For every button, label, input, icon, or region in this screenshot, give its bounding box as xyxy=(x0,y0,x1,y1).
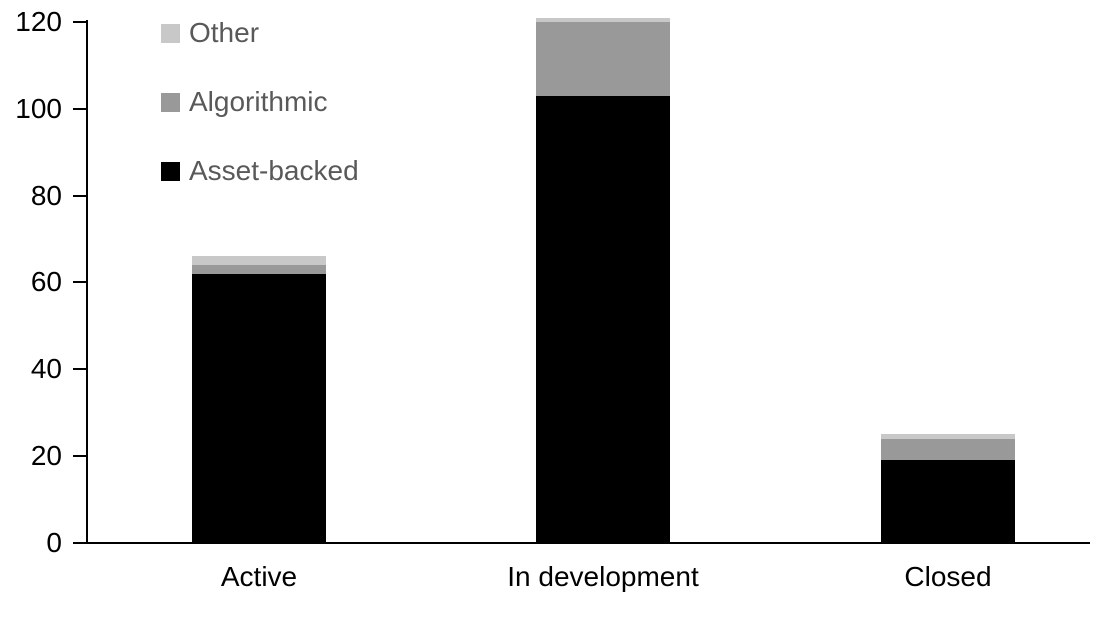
legend-swatch-icon xyxy=(161,23,180,43)
bar-segment-in-development-asset-backed xyxy=(536,95,670,543)
y-tick-mark xyxy=(73,368,88,371)
bar-segment-closed-asset-backed xyxy=(881,460,1015,543)
x-category-label-closed: Closed xyxy=(904,561,992,592)
y-tick-mark xyxy=(73,281,88,284)
y-tick-mark xyxy=(73,194,88,197)
legend-swatch-icon xyxy=(161,92,180,112)
bar-segment-in-development-other xyxy=(536,17,670,22)
legend-label: Asset-backed xyxy=(189,155,359,186)
y-tick-label: 40 xyxy=(30,353,62,385)
y-tick-mark xyxy=(73,542,88,544)
y-tick-mark xyxy=(73,107,88,110)
y-tick-label: 100 xyxy=(15,92,62,124)
legend-item-other: Other xyxy=(161,19,359,47)
x-axis-line xyxy=(86,542,1090,544)
y-tick-label: 0 xyxy=(46,527,62,558)
y-tick-label: 20 xyxy=(30,440,62,472)
legend-swatch-icon xyxy=(161,161,180,181)
y-tick-label: 120 xyxy=(15,5,62,37)
y-tick-mark xyxy=(73,20,88,23)
y-tick-label: 80 xyxy=(30,179,62,211)
legend-label: Other xyxy=(189,17,260,48)
legend-label: Algorithmic xyxy=(189,86,328,117)
y-tick-label: 60 xyxy=(30,266,62,298)
bar-segment-active-algorithmic xyxy=(192,265,326,274)
legend-item-asset-backed: Asset-backed xyxy=(161,157,359,185)
bar-segment-closed-algorithmic xyxy=(881,438,1015,461)
legend: Other Algorithmic Asset-backed xyxy=(161,19,359,226)
bar-segment-in-development-algorithmic xyxy=(536,21,670,96)
legend-item-algorithmic: Algorithmic xyxy=(161,88,359,116)
bar-segment-active-other xyxy=(192,256,326,266)
y-tick-mark xyxy=(73,455,88,458)
bar-segment-active-asset-backed xyxy=(192,273,326,543)
x-category-label-in-development: In development xyxy=(507,561,699,592)
bar-segment-closed-other xyxy=(881,434,1015,439)
x-category-label-active: Active xyxy=(220,561,298,592)
